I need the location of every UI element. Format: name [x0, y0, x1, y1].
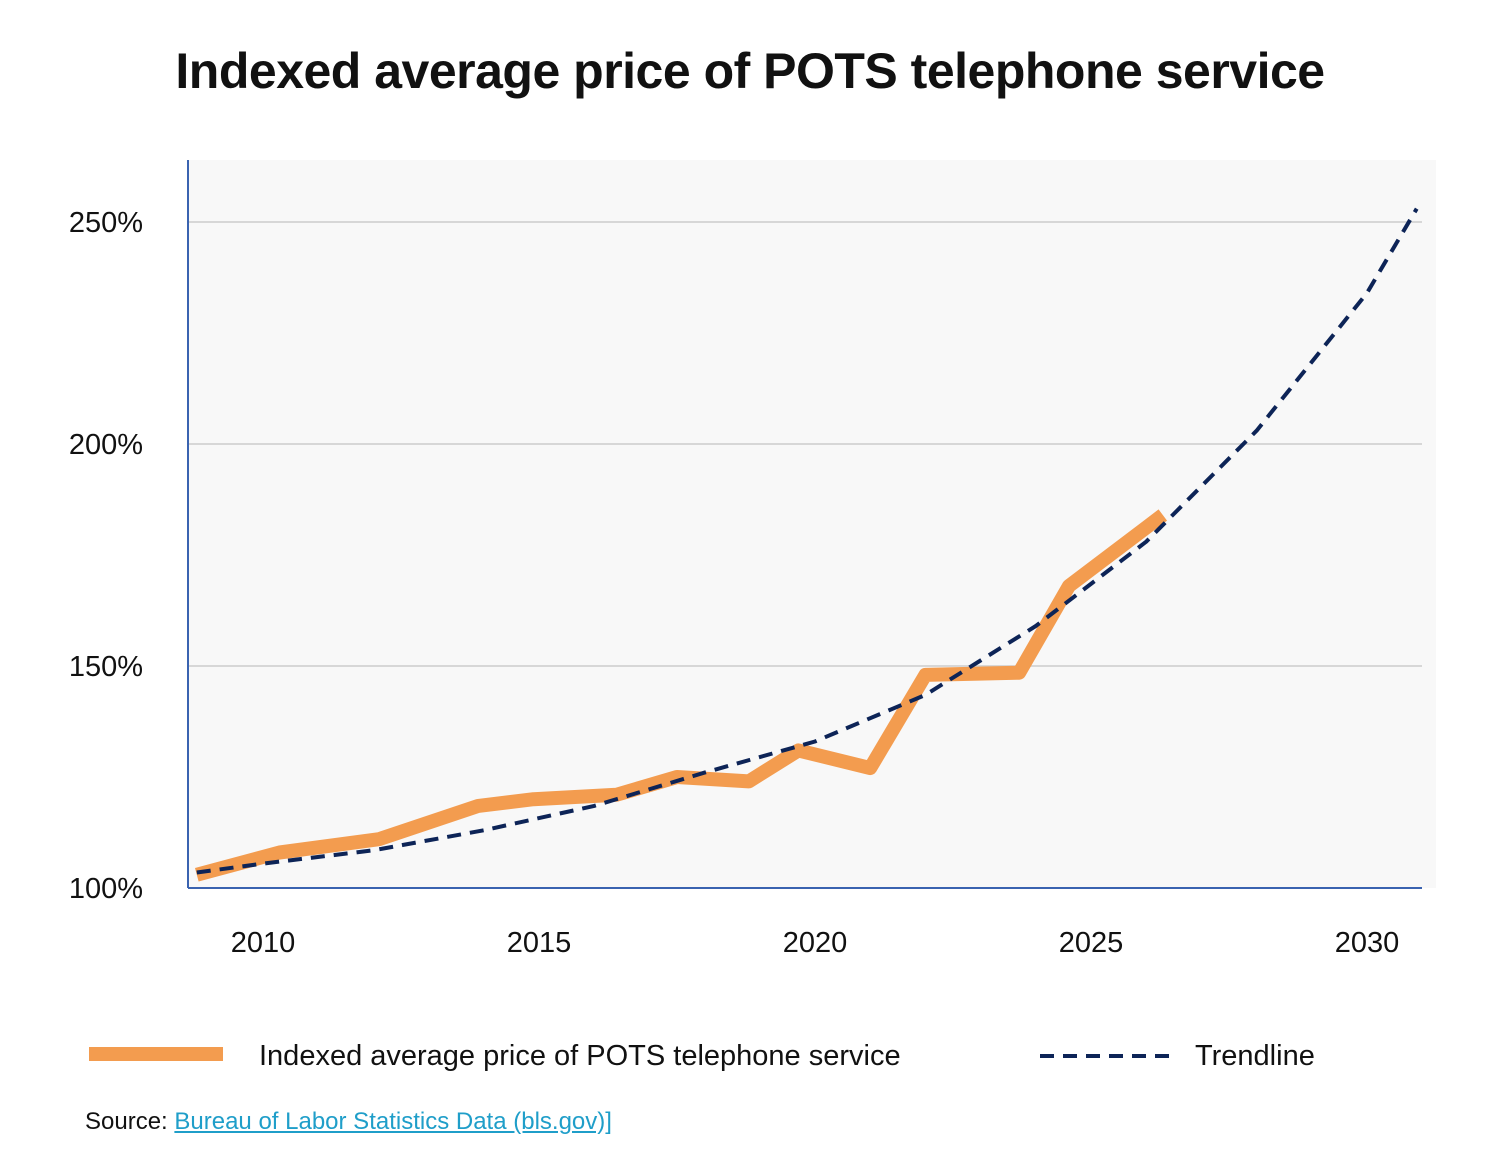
x-tick-label: 2010	[231, 927, 296, 959]
legend-label-trendline: Trendline	[1195, 1040, 1315, 1072]
source-link[interactable]: Bureau of Labor Statistics Data (bls.gov…	[174, 1108, 612, 1135]
y-tick-label: 200%	[69, 429, 143, 461]
x-tick-label: 2030	[1335, 927, 1400, 959]
y-tick-label: 100%	[69, 873, 143, 905]
y-tick-label: 250%	[69, 207, 143, 239]
chart-title: Indexed average price of POTS telephone …	[175, 43, 1325, 99]
plot-area	[188, 160, 1436, 888]
series-line-trendline	[196, 207, 1419, 875]
source-label: Source:	[85, 1108, 175, 1135]
x-tick-label: 2020	[783, 927, 848, 959]
legend-label-pots-price: Indexed average price of POTS telephone …	[259, 1040, 901, 1072]
series-line-pots-price	[194, 509, 1168, 882]
source-note: Source: Bureau of Labor Statistics Data …	[85, 1108, 612, 1136]
x-tick-label: 2025	[1059, 927, 1124, 959]
y-tick-label: 150%	[69, 651, 143, 683]
x-tick-label: 2015	[507, 927, 572, 959]
